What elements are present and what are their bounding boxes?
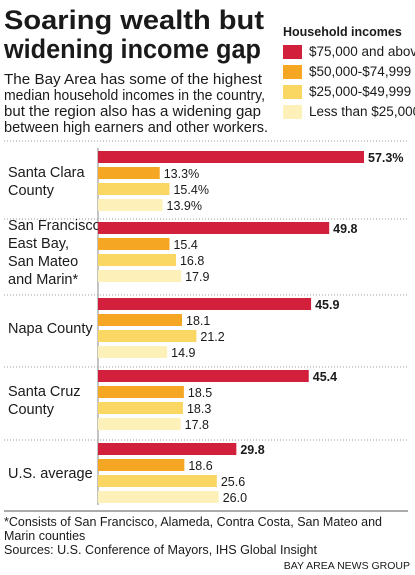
category-label-2-line-3: San Mateo bbox=[8, 254, 78, 270]
bar-value-label-3-4: 14.9 bbox=[171, 346, 195, 360]
bar-5-4 bbox=[98, 491, 219, 503]
chart-subtitle-line-4: between high earners and other workers. bbox=[4, 120, 268, 136]
bar-value-label-2-2: 15.4 bbox=[173, 238, 197, 252]
bar-1-2 bbox=[98, 167, 160, 179]
chart-title-line-1: Soaring wealth but bbox=[4, 5, 264, 35]
bar-value-label-2-3: 16.8 bbox=[180, 254, 204, 268]
bar-value-label-4-1: 45.4 bbox=[313, 370, 337, 384]
chart-title-line-2: widening income gap bbox=[3, 34, 261, 64]
bar-4-4 bbox=[98, 418, 181, 430]
bar-value-label-3-2: 18.1 bbox=[186, 314, 210, 328]
bar-1-1 bbox=[98, 151, 364, 163]
bar-value-label-1-4: 13.9% bbox=[167, 199, 202, 213]
legend-label-2: $50,000-$74,999 bbox=[309, 64, 411, 79]
bar-value-label-1-2: 13.3% bbox=[164, 167, 199, 181]
bar-value-label-2-4: 17.9 bbox=[185, 270, 209, 284]
category-label-1-line-1: Santa Clara bbox=[8, 165, 86, 181]
bar-value-label-4-4: 17.8 bbox=[185, 418, 209, 432]
bar-4-3 bbox=[98, 402, 183, 414]
bar-1-4 bbox=[98, 199, 163, 211]
bar-2-2 bbox=[98, 238, 170, 250]
bar-4-1 bbox=[98, 370, 309, 382]
chart-subtitle-line-3: but the region also has a widening gap bbox=[4, 104, 261, 120]
bar-4-2 bbox=[98, 386, 184, 398]
legend-swatch-4 bbox=[283, 105, 302, 119]
bar-3-2 bbox=[98, 314, 183, 326]
bar-value-label-5-4: 26.0 bbox=[223, 491, 247, 505]
category-label-2-line-2: East Bay, bbox=[8, 236, 69, 252]
category-label-4-line-2: County bbox=[8, 402, 55, 418]
credit-text: BAY AREA NEWS GROUP bbox=[284, 560, 410, 572]
bar-value-label-5-1: 29.8 bbox=[240, 443, 264, 457]
bar-5-3 bbox=[98, 475, 217, 487]
category-label-1-line-2: County bbox=[8, 183, 55, 199]
bar-3-1 bbox=[98, 298, 312, 310]
bar-value-label-4-3: 18.3 bbox=[187, 402, 211, 416]
chart-subtitle-line-2: median household incomes in the country, bbox=[4, 88, 265, 104]
bar-3-3 bbox=[98, 330, 197, 342]
legend-swatch-2 bbox=[283, 65, 302, 79]
legend-label-1: $75,000 and above bbox=[309, 44, 415, 59]
category-label-2-line-1: San Francisco, bbox=[8, 218, 105, 234]
category-label-2-line-4: and Marin* bbox=[8, 272, 78, 288]
category-label-5-line-1: U.S. average bbox=[8, 466, 93, 482]
category-label-3-line-1: Napa County bbox=[8, 321, 93, 337]
bar-2-3 bbox=[98, 254, 176, 266]
chart-subtitle-line-1: The Bay Area has some of the highest bbox=[4, 72, 262, 88]
legend-swatch-3 bbox=[283, 85, 302, 99]
legend-label-4: Less than $25,000 bbox=[309, 104, 415, 119]
legend-swatch-1 bbox=[283, 45, 302, 59]
bar-value-label-5-3: 25.6 bbox=[221, 475, 245, 489]
bar-value-label-1-1: 57.3% bbox=[368, 151, 403, 165]
bar-5-1 bbox=[98, 443, 237, 455]
bar-value-label-5-2: 18.6 bbox=[188, 459, 212, 473]
legend-label-3: $25,000-$49,999 bbox=[309, 84, 411, 99]
bar-2-1 bbox=[98, 222, 330, 234]
bar-value-label-3-1: 45.9 bbox=[315, 298, 339, 312]
bar-2-4 bbox=[98, 270, 182, 282]
footnote-line-1: *Consists of San Francisco, Alameda, Con… bbox=[4, 515, 382, 529]
bar-value-label-1-3: 15.4% bbox=[173, 183, 208, 197]
sources-text: Sources: U.S. Conference of Mayors, IHS … bbox=[4, 543, 318, 557]
bar-value-label-4-2: 18.5 bbox=[188, 386, 212, 400]
bar-3-4 bbox=[98, 346, 168, 358]
bar-5-2 bbox=[98, 459, 185, 471]
bar-1-3 bbox=[98, 183, 170, 195]
legend-title: Household incomes bbox=[283, 25, 402, 39]
category-label-4-line-1: Santa Cruz bbox=[8, 384, 81, 400]
bar-value-label-2-1: 49.8 bbox=[333, 222, 357, 236]
footnote-line-2: Marin counties bbox=[4, 529, 85, 543]
bar-value-label-3-3: 21.2 bbox=[200, 330, 224, 344]
